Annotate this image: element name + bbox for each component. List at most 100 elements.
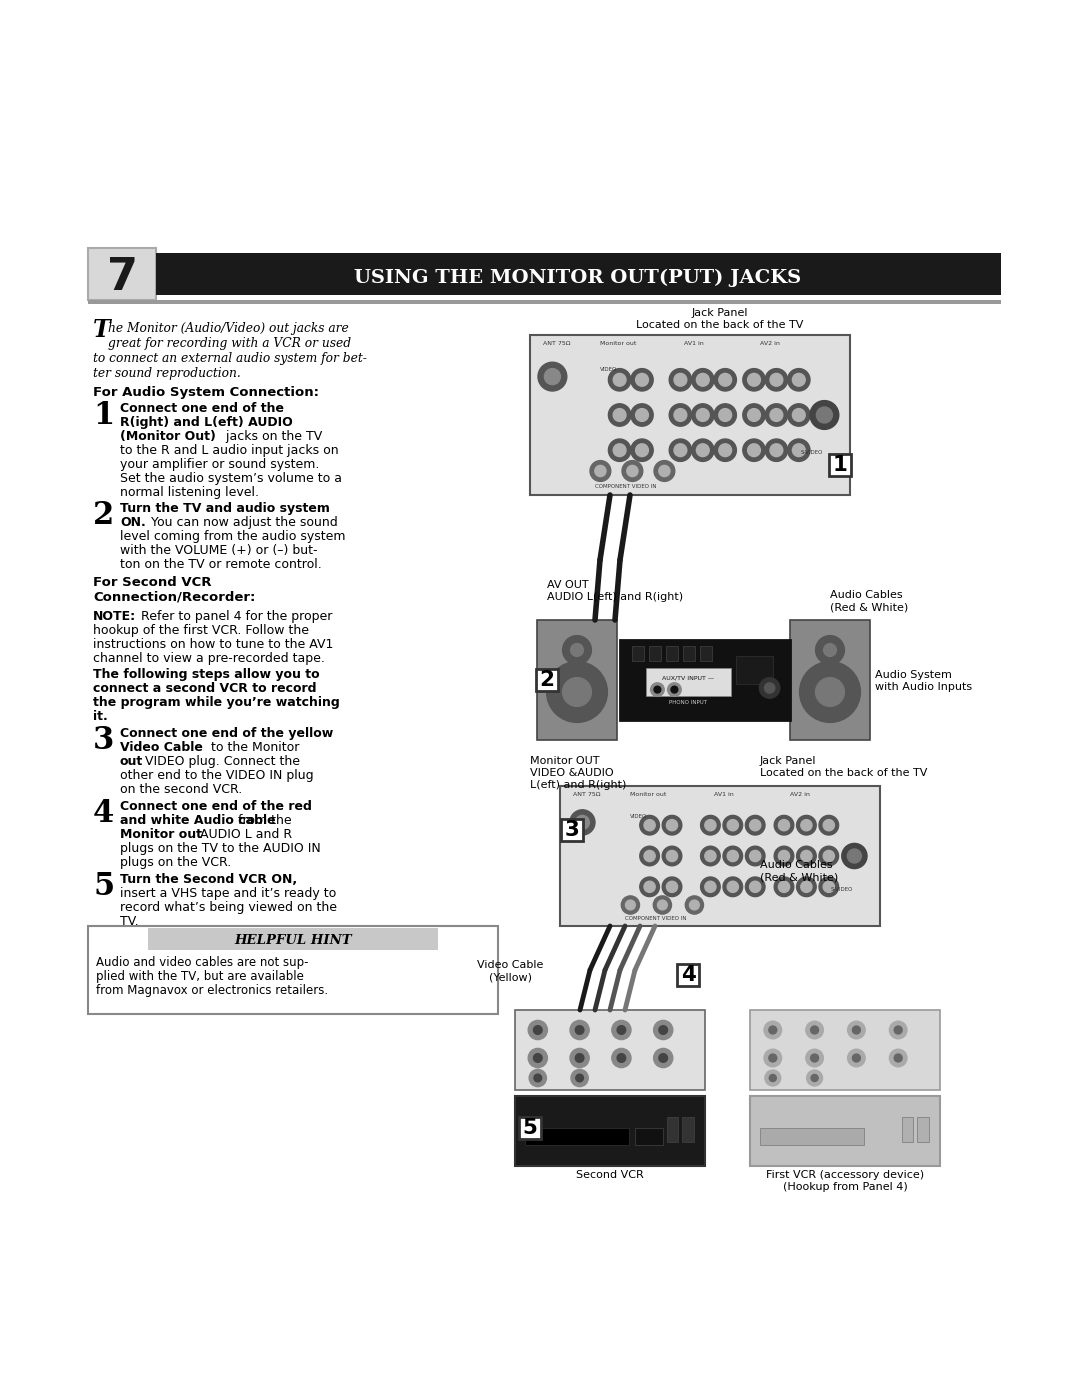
Circle shape	[670, 439, 691, 461]
Circle shape	[571, 1069, 589, 1087]
Circle shape	[662, 847, 681, 866]
Text: The following steps allow you to: The following steps allow you to	[93, 668, 320, 680]
Circle shape	[816, 407, 833, 423]
Circle shape	[658, 900, 667, 909]
Circle shape	[650, 683, 664, 696]
Text: from Magnavox or electronics retailers.: from Magnavox or electronics retailers.	[96, 983, 328, 997]
Text: AV2 in: AV2 in	[791, 792, 810, 798]
FancyBboxPatch shape	[156, 253, 1001, 295]
Circle shape	[570, 1048, 590, 1067]
FancyBboxPatch shape	[759, 1127, 864, 1146]
Text: Monitor out: Monitor out	[631, 792, 666, 798]
Circle shape	[639, 877, 660, 897]
Text: AV OUT: AV OUT	[546, 580, 589, 590]
Circle shape	[639, 847, 660, 866]
Circle shape	[894, 1025, 902, 1034]
Text: ter sound reproduction.: ter sound reproduction.	[93, 367, 241, 380]
FancyBboxPatch shape	[515, 1010, 705, 1090]
Text: 3: 3	[565, 820, 580, 840]
Text: normal listening level.: normal listening level.	[120, 486, 259, 499]
Circle shape	[538, 362, 567, 391]
Text: USING THE MONITOR OUT(PUT) JACKS: USING THE MONITOR OUT(PUT) JACKS	[354, 268, 801, 288]
FancyBboxPatch shape	[537, 620, 617, 740]
Circle shape	[576, 1053, 584, 1062]
Circle shape	[528, 1020, 548, 1039]
Circle shape	[774, 847, 794, 866]
Circle shape	[528, 1048, 548, 1067]
Text: S-VIDEO: S-VIDEO	[831, 887, 853, 891]
Circle shape	[666, 882, 677, 893]
Circle shape	[697, 373, 710, 386]
Circle shape	[662, 816, 681, 835]
Circle shape	[670, 404, 691, 426]
Circle shape	[659, 1053, 667, 1062]
Circle shape	[823, 882, 835, 893]
Circle shape	[534, 1025, 542, 1034]
Text: record what’s being viewed on the: record what’s being viewed on the	[120, 901, 337, 914]
Circle shape	[705, 820, 716, 831]
Circle shape	[636, 408, 648, 422]
Circle shape	[626, 465, 638, 476]
Circle shape	[797, 847, 816, 866]
Circle shape	[769, 1025, 777, 1034]
Text: and white Audio cable: and white Audio cable	[120, 814, 275, 827]
Circle shape	[674, 444, 687, 457]
Text: plugs on the VCR.: plugs on the VCR.	[120, 856, 231, 869]
FancyBboxPatch shape	[683, 1118, 693, 1141]
FancyBboxPatch shape	[87, 300, 1001, 305]
Circle shape	[701, 877, 720, 897]
Text: (Red & White): (Red & White)	[760, 872, 838, 882]
Circle shape	[659, 1025, 667, 1034]
Circle shape	[841, 844, 867, 869]
Circle shape	[727, 820, 739, 831]
Text: other end to the VIDEO IN plug: other end to the VIDEO IN plug	[120, 768, 313, 782]
Text: 1: 1	[833, 455, 848, 475]
Text: instructions on how to tune to the AV1: instructions on how to tune to the AV1	[93, 638, 334, 651]
Text: he Monitor (Audio/Video) out jacks are: he Monitor (Audio/Video) out jacks are	[108, 321, 349, 335]
Circle shape	[701, 847, 720, 866]
Circle shape	[774, 816, 794, 835]
Circle shape	[766, 404, 787, 426]
Text: First VCR (accessory device): First VCR (accessory device)	[766, 1171, 924, 1180]
Text: it.: it.	[93, 710, 108, 724]
Circle shape	[662, 877, 681, 897]
Circle shape	[793, 444, 806, 457]
Circle shape	[723, 877, 743, 897]
Circle shape	[800, 820, 812, 831]
Circle shape	[570, 810, 595, 835]
Text: 1: 1	[93, 400, 114, 432]
Text: VIDEO: VIDEO	[631, 814, 648, 819]
Circle shape	[529, 1069, 546, 1087]
Circle shape	[701, 816, 720, 835]
Circle shape	[563, 636, 592, 665]
Circle shape	[666, 851, 677, 862]
Circle shape	[674, 408, 687, 422]
Circle shape	[608, 439, 631, 461]
Text: jacks on the TV: jacks on the TV	[222, 430, 322, 443]
Text: AUDIO L(eft) and R(ight): AUDIO L(eft) and R(ight)	[546, 592, 684, 602]
Circle shape	[747, 373, 760, 386]
Text: For Second VCR: For Second VCR	[93, 576, 212, 590]
Text: ANT 75Ω: ANT 75Ω	[543, 341, 570, 346]
Circle shape	[848, 849, 862, 863]
Circle shape	[765, 1070, 781, 1085]
Text: with the VOLUME (+) or (–) but-: with the VOLUME (+) or (–) but-	[120, 543, 318, 557]
FancyBboxPatch shape	[536, 669, 558, 692]
Text: (Monitor Out): (Monitor Out)	[120, 430, 216, 443]
Circle shape	[745, 816, 765, 835]
Circle shape	[819, 816, 838, 835]
Circle shape	[890, 1049, 907, 1067]
Circle shape	[723, 816, 743, 835]
Circle shape	[824, 644, 836, 657]
Circle shape	[727, 882, 739, 893]
Circle shape	[750, 820, 760, 831]
Text: AV1 in: AV1 in	[714, 792, 733, 798]
Circle shape	[644, 882, 656, 893]
FancyBboxPatch shape	[700, 647, 712, 661]
Text: 4: 4	[93, 798, 114, 828]
Text: Second VCR: Second VCR	[576, 1171, 644, 1180]
Text: AV2 in: AV2 in	[760, 341, 780, 346]
Circle shape	[570, 1020, 590, 1039]
Circle shape	[654, 686, 661, 693]
Text: the program while you’re watching: the program while you’re watching	[93, 696, 340, 710]
